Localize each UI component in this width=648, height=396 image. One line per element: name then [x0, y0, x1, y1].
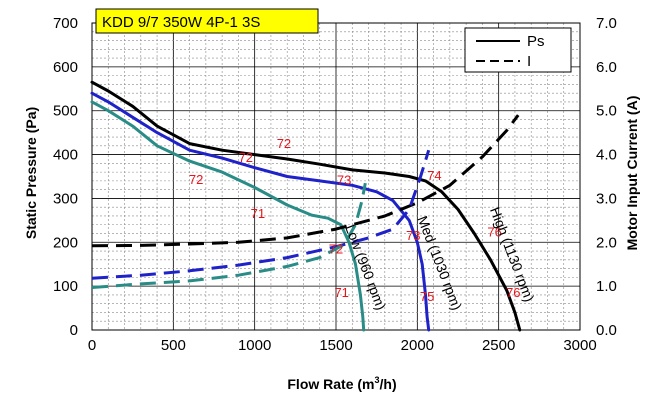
x-tick-label: 1500 [319, 337, 352, 354]
curves [90, 80, 522, 332]
legend-label-ps: Ps [527, 33, 545, 50]
x-tick-label: 3000 [563, 337, 596, 354]
noise-annotation: 72 [277, 136, 291, 151]
y-tick-label: 700 [53, 15, 78, 32]
y2-tick-label: 1.0 [596, 278, 617, 295]
y2-tick-label: 0.0 [596, 322, 617, 339]
y2-tick-label: 6.0 [596, 59, 617, 76]
y2-tick-label: 2.0 [596, 234, 617, 251]
y-tick-label: 200 [53, 234, 78, 251]
noise-annotation: 72 [329, 241, 343, 256]
low-current-curve [91, 182, 367, 289]
y-tick-label: 300 [53, 190, 78, 207]
noise-annotation: 73 [406, 228, 420, 243]
x-tick-label: 2500 [482, 337, 515, 354]
y-tick-label: 100 [53, 278, 78, 295]
noise-annotation: 76 [487, 225, 501, 240]
noise-annotation: 73 [337, 172, 351, 187]
x-axis-title: Flow Rate (m3/h) [287, 375, 396, 392]
noise-annotation: 75 [420, 289, 434, 304]
noise-annotation: 72 [189, 172, 203, 187]
noise-annotation: 76 [506, 285, 520, 300]
x-tick-label: 1000 [238, 337, 271, 354]
y-tick-label: 500 [53, 103, 78, 120]
y2-tick-label: 5.0 [596, 103, 617, 120]
y2-tick-label: 3.0 [596, 190, 617, 207]
y-tick-label: 400 [53, 147, 78, 164]
y-tick-label: 600 [53, 59, 78, 76]
annotations: 72 72 72 71 73 74 73 72 76 76 75 71 [189, 136, 521, 304]
med-pressure-curve [90, 91, 431, 332]
legend: Ps I [464, 27, 572, 73]
noise-annotation: 71 [334, 285, 348, 300]
y-axis-title: Static Pressure (Pa) [23, 107, 39, 239]
noise-annotation: 71 [251, 206, 265, 221]
legend-box [464, 27, 572, 73]
y-tick-label: 0 [70, 322, 78, 339]
x-tick-label: 2000 [401, 337, 434, 354]
noise-annotation: 72 [238, 150, 252, 165]
high-pressure-curve [90, 80, 522, 332]
axis-ticks: 0 500 1000 1500 2000 2500 3000 0 100 200 300 400 500… [53, 15, 617, 354]
med-current-curve [91, 149, 431, 280]
noise-annotation: 74 [427, 168, 441, 183]
plot-frame [91, 22, 581, 331]
low-pressure-curve [90, 100, 366, 332]
y2-tick-label: 7.0 [596, 15, 617, 32]
chart-title-box [95, 8, 319, 34]
x-tick-label: 500 [161, 337, 186, 354]
y2-tick-label: 4.0 [596, 147, 617, 164]
x-tick-label: 0 [88, 337, 96, 354]
legend-label-i: I [527, 53, 531, 70]
high-current-curve [91, 114, 520, 248]
chart-title: KDD 9/7 350W 4P-1 3S [102, 14, 260, 31]
y2-axis-title: Motor Input Current (A) [624, 96, 640, 251]
